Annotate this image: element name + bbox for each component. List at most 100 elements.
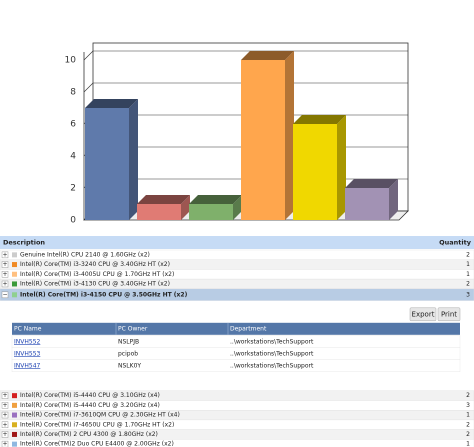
bar-top <box>345 179 398 188</box>
bar-side <box>389 179 398 220</box>
row-quantity: 1 <box>466 441 470 447</box>
bar <box>137 204 181 220</box>
grid-line <box>83 50 94 61</box>
bar-top <box>241 51 294 60</box>
column-header: Description <box>3 239 45 247</box>
detail-cell: ..\workstations\TechSupport <box>230 350 314 357</box>
row-quantity: 3 <box>466 402 470 409</box>
expand-icon: − <box>2 291 7 298</box>
expand-toggle[interactable] <box>1 402 9 409</box>
bar <box>85 108 129 220</box>
expand-icon: + <box>2 392 7 399</box>
expand-toggle[interactable] <box>1 280 9 288</box>
expand-icon: + <box>2 271 7 278</box>
button-label[interactable]: Export <box>412 310 435 318</box>
row-quantity: 3 <box>466 291 470 298</box>
y-tick-label: 6 <box>70 120 76 130</box>
expand-toggle[interactable] <box>1 261 9 268</box>
y-tick-label: 4 <box>70 152 76 162</box>
color-swatch <box>12 441 17 447</box>
row-description: Intel(R) Core(TM) i3-4005U CPU @ 1.70GHz… <box>20 271 174 278</box>
pc-link[interactable]: INVH547 <box>14 362 41 369</box>
expand-icon: + <box>2 441 7 447</box>
color-swatch <box>12 262 17 268</box>
row-description: Intel(R) Core(TM) 2 CPU 4300 @ 1.80GHz (… <box>20 431 158 438</box>
detail-cell: NSLPJB <box>118 338 139 345</box>
color-swatch <box>12 252 17 258</box>
bar-top <box>293 115 346 124</box>
row-quantity: 1 <box>466 271 470 278</box>
row-quantity: 2 <box>466 431 470 438</box>
row-description: Intel(R) Core(TM) i3-3240 CPU @ 3.40GHz … <box>20 261 170 268</box>
expand-toggle[interactable] <box>1 411 9 419</box>
y-tick-label: 2 <box>70 184 76 194</box>
detail-column-header: PC Owner <box>118 325 148 332</box>
row-description: Intel(R) Core(TM) i5-4440 CPU @ 3.10GHz … <box>20 392 160 399</box>
expand-icon: + <box>2 412 7 419</box>
row-quantity: 2 <box>466 421 470 428</box>
bar <box>241 60 285 220</box>
expand-toggle[interactable] <box>1 431 9 438</box>
row-quantity: 1 <box>466 261 470 268</box>
row-description: Intel(R) Core(TM) i7-3610QM CPU @ 2.30GH… <box>20 412 180 419</box>
grid-line <box>83 82 94 93</box>
color-swatch <box>12 412 17 418</box>
row-description: Genuine Intel(R) CPU 2140 @ 1.60GHz (x2) <box>20 251 150 258</box>
row-quantity: 2 <box>466 392 470 399</box>
bar <box>293 124 337 220</box>
expand-icon: + <box>2 251 7 258</box>
detail-cell: pcipob <box>118 350 138 357</box>
pc-link[interactable]: INVH553 <box>14 350 41 357</box>
expand-toggle[interactable] <box>1 271 9 278</box>
y-tick-label: 0 <box>70 216 76 226</box>
row-description: Intel(R) Core(TM) i5-4440 CPU @ 3.20GHz … <box>20 402 160 409</box>
bar-side <box>233 195 242 220</box>
row-description: Intel(R) Core(TM) i7-4650U CPU @ 1.70GHz… <box>20 421 174 428</box>
row-description: Intel(R) Core(TM) i3-4150 CPU @ 3.50GHz … <box>20 291 188 298</box>
button-label[interactable]: Print <box>441 310 457 318</box>
row-description: Intel(R) Core(TM) i3-4130 CPU @ 3.40GHz … <box>20 280 170 287</box>
bar-side <box>181 195 190 220</box>
expand-icon: + <box>2 402 7 409</box>
bar-side <box>129 99 138 220</box>
expand-toggle[interactable] <box>1 392 9 399</box>
detail-column-header: Department <box>230 325 267 332</box>
row-description: Intel(R) Core(TM)2 Duo CPU E4400 @ 2.00G… <box>20 441 174 447</box>
column-header: Quantity <box>439 239 472 247</box>
expand-icon: + <box>2 280 7 287</box>
detail-column-header: PC Name <box>14 325 42 332</box>
color-swatch <box>12 292 17 298</box>
detail-cell: ..\workstations\TechSupport <box>230 338 314 345</box>
bar <box>189 204 233 220</box>
table-header <box>0 236 474 249</box>
detail-cell: NSLK0Y <box>118 362 141 369</box>
bar-side <box>337 115 346 220</box>
color-swatch <box>12 402 17 408</box>
y-tick-label: 10 <box>65 56 77 66</box>
color-swatch <box>12 271 17 277</box>
color-swatch <box>12 281 17 287</box>
expand-toggle[interactable] <box>1 291 9 299</box>
bar-top <box>189 195 242 204</box>
bar-side <box>285 51 294 220</box>
button[interactable] <box>409 307 437 322</box>
detail-row <box>11 359 461 372</box>
expand-icon: + <box>2 261 7 268</box>
color-swatch <box>12 431 17 437</box>
row-quantity: 2 <box>466 251 470 258</box>
bar <box>345 188 389 220</box>
table-row <box>0 439 474 447</box>
expand-icon: + <box>2 421 7 428</box>
color-swatch <box>12 393 17 399</box>
expand-toggle[interactable] <box>1 421 9 428</box>
expand-toggle[interactable] <box>1 251 9 259</box>
y-tick-label: 8 <box>70 88 76 98</box>
pc-link[interactable]: INVH552 <box>14 338 41 345</box>
button[interactable] <box>437 307 461 322</box>
detail-header <box>12 322 460 335</box>
bar-top <box>85 99 138 108</box>
row-quantity: 1 <box>466 412 470 419</box>
row-quantity: 2 <box>466 280 470 287</box>
expand-toggle[interactable] <box>1 440 9 447</box>
